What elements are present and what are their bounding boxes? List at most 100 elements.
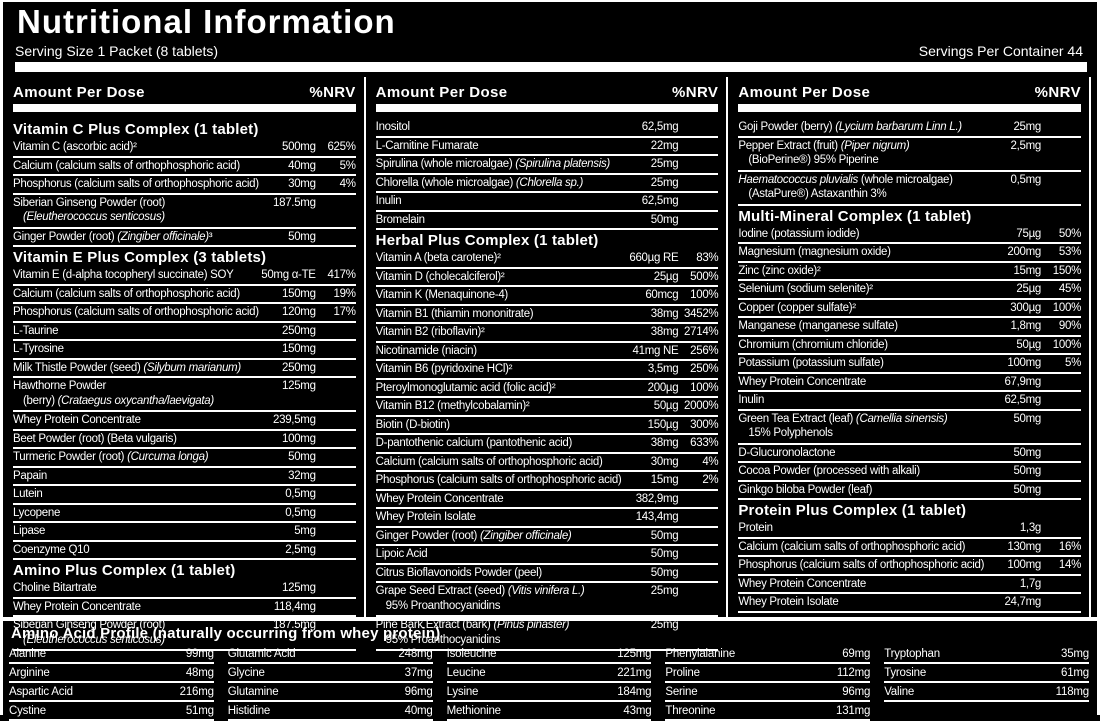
- section-header: Vitamin E Plus Complex (3 tablets): [13, 249, 267, 266]
- nutrient-name: Calcium (calcium salts of orthophosphori…: [13, 159, 240, 172]
- column-header: Amount Per Dose %NRV: [376, 77, 719, 101]
- amino-name: Tyrosine: [884, 667, 927, 679]
- nutrient-amount: 100mg: [1007, 559, 1042, 571]
- nutrient-name: D-Glucuronolactone: [738, 446, 836, 459]
- nutrient-amount: 75µg: [1016, 227, 1042, 240]
- amino-name: Glutamic Acid: [227, 648, 296, 660]
- amino-grid: Alanine 99mg Arginine 48mg Aspartic Acid 216m…: [9, 645, 1089, 721]
- nutrient-row: Phosphorus (calcium salts of orthophosph…: [13, 304, 356, 323]
- amino-row: Arginine 48mg: [9, 664, 214, 683]
- nutrient-amount: 0,5mg: [285, 488, 316, 500]
- nutrient-row: Choline Bitartrate 125mg: [13, 580, 356, 599]
- nutrient-amount: 500mg: [282, 141, 316, 153]
- amino-value: 118mg: [1055, 686, 1090, 698]
- nutrient-amount: 50mg: [288, 230, 316, 243]
- nutrient-amount: 50mg: [1013, 446, 1042, 459]
- nutrient-row: Whey Protein Concentrate 239,5mg: [13, 412, 356, 431]
- nutrient-nrv: 5%: [1064, 357, 1082, 369]
- nutrient-amount: 250mg: [282, 361, 316, 374]
- nutrient-row: Nicotinamide (niacin) 41mg NE 256%: [375, 343, 719, 361]
- nutrient-name: Lipase: [13, 525, 46, 537]
- nutrient-amount: 3,5mg: [647, 363, 679, 375]
- amino-name: Lysine: [446, 686, 479, 698]
- nutrient-row: Vitamin B1 (thiamin mononitrate) 38mg 3452…: [375, 306, 719, 324]
- amino-row: Glycine 37mg: [227, 664, 433, 683]
- nutrient-name: Cocoa Powder (processed with alkali): [738, 465, 920, 477]
- nutrient-name: Vitamin D (cholecalciferol)²: [375, 270, 505, 283]
- nutrient-amount: 100mg: [1007, 357, 1042, 369]
- column-header-bar: [13, 104, 356, 112]
- nutrient-amount: 38mg: [650, 326, 679, 338]
- amino-value: 40mg: [404, 705, 433, 717]
- nutrient-amount: 187.5mg: [273, 619, 316, 631]
- nutrient-nrv: 45%: [1058, 283, 1082, 295]
- amount-per-dose-header: Amount Per Dose: [375, 84, 508, 101]
- nutrient-row: Lipoic Acid 50mg: [375, 546, 719, 565]
- nutrient-row: Ginger Powder (root) (Zingiber officinal…: [375, 528, 719, 546]
- amino-name: Glycine: [227, 667, 265, 679]
- nutrient-name: Choline Bitartrate: [13, 582, 97, 594]
- nutrient-subline: 95% Proanthocyanidins: [385, 633, 501, 646]
- nutrient-amount: 239,5mg: [273, 414, 316, 426]
- amino-column: Tryptophan 35mg Tyrosine 61mg Valine 118mg: [884, 645, 1089, 721]
- nutrient-name: Pine Bark Extract (bark) (Pinus pinaster…: [375, 619, 570, 631]
- nutrient-name: Copper (copper sulfate)²: [738, 301, 856, 314]
- nutrient-name: Siberian Ginseng Powder (root): [13, 619, 166, 631]
- nutrient-amount: 50mg: [650, 566, 679, 579]
- amino-value: 61mg: [1061, 667, 1089, 679]
- nutrient-name: Manganese (manganese sulfate): [738, 320, 898, 332]
- nutrient-row: Vitamin C (ascorbic acid)² 500mg 625%: [13, 139, 356, 158]
- nutrition-columns: Amount Per Dose %NRV Vitamin C Plus Comple…: [3, 77, 1091, 651]
- servings-per-container: Servings Per Container 44: [918, 43, 1083, 59]
- nutrient-row: Copper (copper sulfate)² 300µg 100%: [738, 300, 1081, 318]
- nutrient-row: Calcium (calcium salts of orthophosphori…: [375, 454, 719, 472]
- nutrient-nrv: 5%: [339, 159, 356, 172]
- nutrient-amount: 125mg: [282, 380, 316, 392]
- nutrition-column: Amount Per Dose %NRV Vitamin C Plus Comple…: [3, 77, 364, 651]
- nutrient-row: Whey Protein Isolate 143,4mg: [375, 509, 719, 528]
- nutrient-row: Lutein 0,5mg: [13, 486, 356, 505]
- amino-value: 96mg: [404, 686, 433, 698]
- nutrient-name: Ginger Powder (root) (Zingiber officinal…: [375, 529, 572, 542]
- nutrient-name: Spirulina (whole microalgae) (Spirulina …: [375, 158, 611, 170]
- nutrient-nrv: 250%: [690, 363, 719, 375]
- nutrient-name: Iodine (potassium iodide): [738, 227, 860, 240]
- nutrient-row: Coenzyme Q10 2,5mg: [13, 542, 356, 560]
- nutrient-name: Inulin: [738, 394, 765, 406]
- nutrient-name: Biotin (D-biotin): [375, 418, 450, 431]
- nutrient-name: Siberian Ginseng Powder (root): [13, 196, 166, 209]
- nutrient-amount: 50mg: [650, 548, 679, 560]
- nutrient-name: Magnesium (magnesium oxide): [738, 246, 891, 258]
- nutrient-row: L-Taurine 250mg: [13, 323, 356, 341]
- nutrient-row: Beet Powder (root) (Beta vulgaris) 100mg: [13, 431, 356, 449]
- nutrient-row: Protein 1,3g: [738, 520, 1082, 539]
- section-header: Amino Plus Complex (1 tablet): [13, 562, 236, 579]
- amino-column: Glutamic Acid 248mg Glycine 37mg Glutamine 96…: [227, 645, 433, 721]
- amino-value: 35mg: [1061, 648, 1089, 660]
- nutrient-amount: 62,5mg: [641, 121, 679, 133]
- section-header: Herbal Plus Complex (1 tablet): [375, 232, 599, 249]
- nutrient-amount: 25µg: [653, 270, 679, 283]
- page-title: Nutritional Information: [17, 3, 396, 40]
- nutrient-amount: 50mg: [1013, 465, 1042, 477]
- nutrient-amount: 60mcg: [645, 289, 679, 301]
- amino-column: Isoleucine 125mg Leucine 221mg Lysine 184mg Me…: [446, 645, 652, 721]
- nutrient-amount: 1,8mg: [1010, 320, 1042, 332]
- amino-value: 248mg: [398, 648, 433, 660]
- nutrient-amount: 150µg: [647, 418, 679, 431]
- column-header-bar: [375, 104, 719, 112]
- nutrient-name: Phosphorus (calcium salts of orthophosph…: [738, 559, 985, 571]
- amino-value: 96mg: [842, 686, 871, 698]
- nutrient-nrv: 417%: [327, 269, 356, 281]
- nutrient-amount: 2,5mg: [1010, 139, 1042, 152]
- nutrient-amount: 382,9mg: [635, 492, 679, 505]
- nutrient-amount: 200µg: [647, 381, 679, 394]
- amino-value: 51mg: [185, 705, 214, 717]
- nutrient-row: Zinc (zinc oxide)² 15mg 150%: [738, 263, 1081, 281]
- nutrient-name: Calcium (calcium salts of orthophosphori…: [13, 287, 240, 300]
- nutrient-row: Whey Protein Concentrate 67,9mg: [738, 374, 1082, 392]
- nutrient-nrv: 2%: [702, 474, 719, 486]
- nutrient-row: Vitamin A (beta carotene)² 660µg RE 83%: [375, 250, 719, 269]
- nutrient-name: Vitamin E (d-alpha tocopheryl succinate)…: [13, 269, 234, 281]
